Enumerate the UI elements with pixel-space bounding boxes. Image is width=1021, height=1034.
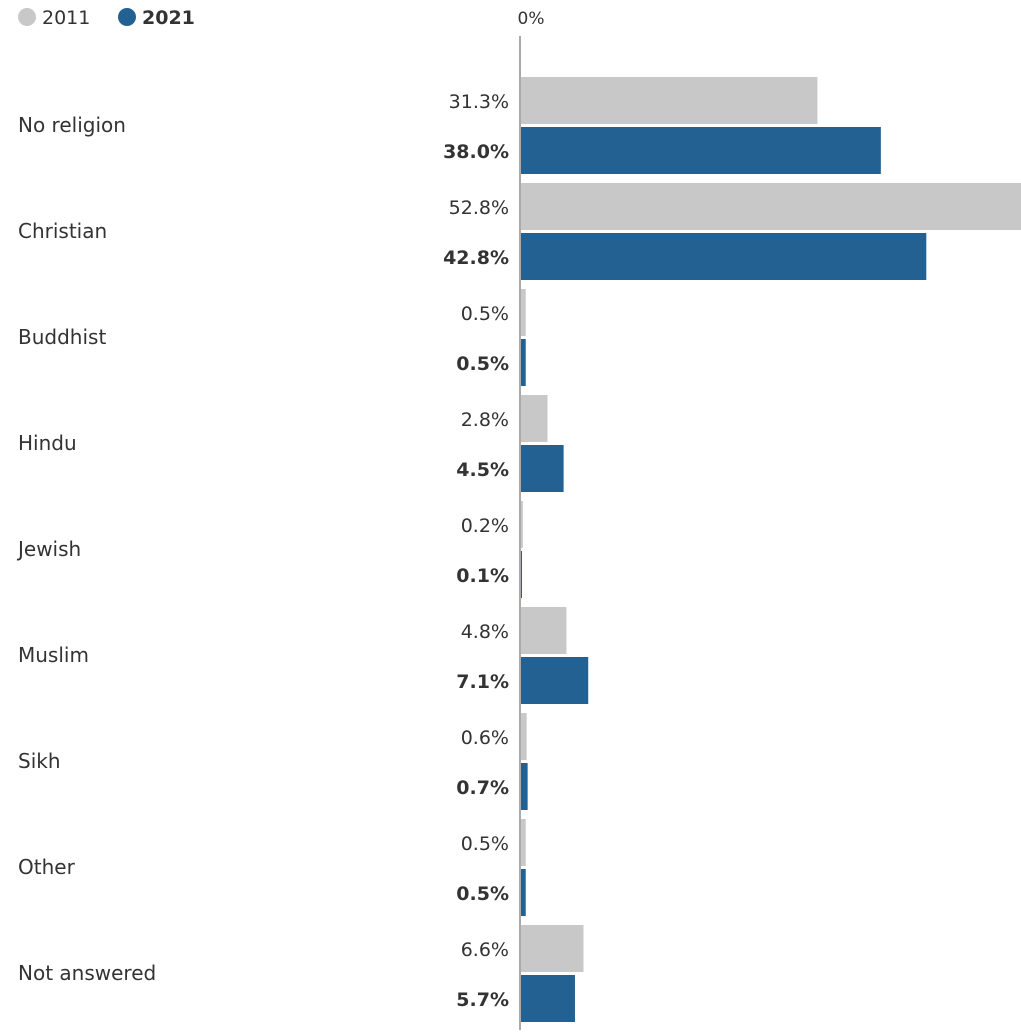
bar-sikh-2021	[521, 763, 528, 810]
bar-other-2021	[521, 869, 526, 916]
legend-swatch-2011	[18, 8, 36, 26]
bar-sikh-2011	[521, 713, 527, 760]
axis-zero-label: 0%	[518, 9, 545, 29]
bar-buddhist-2011	[521, 289, 526, 336]
category-label-no-religion: No religion	[18, 113, 126, 137]
value-label-christian-2021: 42.8%	[443, 247, 509, 269]
value-label-not-answered-2021: 5.7%	[456, 989, 509, 1011]
bar-other-2011	[521, 819, 526, 866]
value-label-sikh-2011: 0.6%	[461, 727, 509, 749]
bar-muslim-2011	[521, 607, 567, 654]
bar-jewish-2011	[521, 501, 523, 548]
legend-label-2021: 2021	[142, 7, 195, 29]
value-label-muslim-2021: 7.1%	[456, 671, 509, 693]
category-label-christian: Christian	[18, 219, 107, 243]
bar-no-religion-2011	[521, 77, 818, 124]
value-label-not-answered-2011: 6.6%	[461, 939, 509, 961]
value-label-no-religion-2011: 31.3%	[449, 91, 509, 113]
value-label-other-2011: 0.5%	[461, 833, 509, 855]
bar-not-answered-2011	[521, 925, 584, 972]
value-label-buddhist-2011: 0.5%	[461, 303, 509, 325]
value-label-christian-2011: 52.8%	[449, 197, 509, 219]
category-label-hindu: Hindu	[18, 431, 77, 455]
bar-christian-2021	[521, 233, 927, 280]
category-label-buddhist: Buddhist	[18, 325, 106, 349]
value-label-muslim-2011: 4.8%	[461, 621, 509, 643]
bar-no-religion-2021	[521, 127, 881, 174]
bar-christian-2011	[521, 183, 1021, 230]
value-label-hindu-2011: 2.8%	[461, 409, 509, 431]
value-label-no-religion-2021: 38.0%	[443, 141, 509, 163]
category-label-not-answered: Not answered	[18, 961, 156, 985]
bar-buddhist-2021	[521, 339, 526, 386]
bars-group: No religion 31.3% 38.0% Christian 52.8% 42.8%…	[16, 77, 1021, 1022]
value-label-other-2021: 0.5%	[456, 883, 509, 905]
bar-not-answered-2021	[521, 975, 575, 1022]
category-label-sikh: Sikh	[18, 749, 61, 773]
category-label-muslim: Muslim	[18, 643, 89, 667]
value-label-sikh-2021: 0.7%	[456, 777, 509, 799]
legend: 2011 2021	[18, 7, 195, 29]
value-label-jewish-2011: 0.2%	[461, 515, 509, 537]
value-label-buddhist-2021: 0.5%	[456, 353, 509, 375]
category-label-other: Other	[18, 855, 76, 879]
category-label-jewish: Jewish	[16, 537, 81, 561]
bar-jewish-2021	[521, 551, 522, 598]
value-label-hindu-2021: 4.5%	[456, 459, 509, 481]
value-label-jewish-2021: 0.1%	[456, 565, 509, 587]
bar-muslim-2021	[521, 657, 589, 704]
legend-swatch-2021	[118, 8, 136, 26]
bar-hindu-2011	[521, 395, 548, 442]
legend-label-2011: 2011	[42, 7, 90, 29]
bar-hindu-2021	[521, 445, 564, 492]
